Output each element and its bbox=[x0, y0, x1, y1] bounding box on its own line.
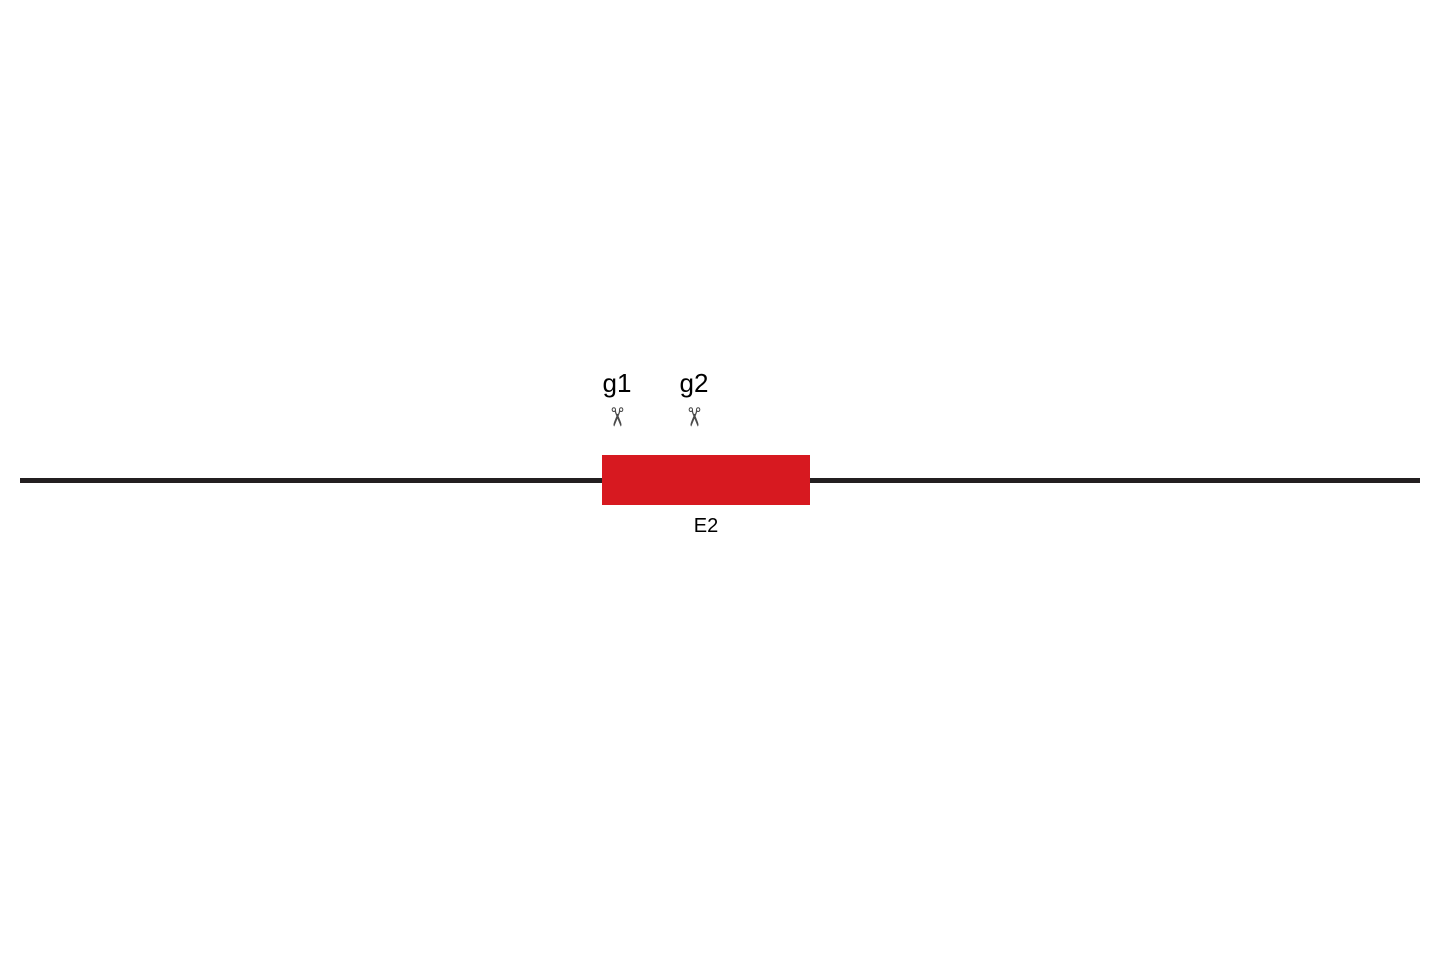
guide-label-g1: g1 bbox=[587, 368, 647, 399]
scissors-icon: ✂ bbox=[604, 397, 630, 437]
scissors-icon: ✂ bbox=[681, 397, 707, 437]
exon-box bbox=[602, 455, 810, 505]
exon-label: E2 bbox=[666, 515, 746, 538]
diagram-stage: E2 g1 ✂ g2 ✂ bbox=[0, 0, 1440, 960]
guide-label-g2: g2 bbox=[664, 368, 724, 399]
